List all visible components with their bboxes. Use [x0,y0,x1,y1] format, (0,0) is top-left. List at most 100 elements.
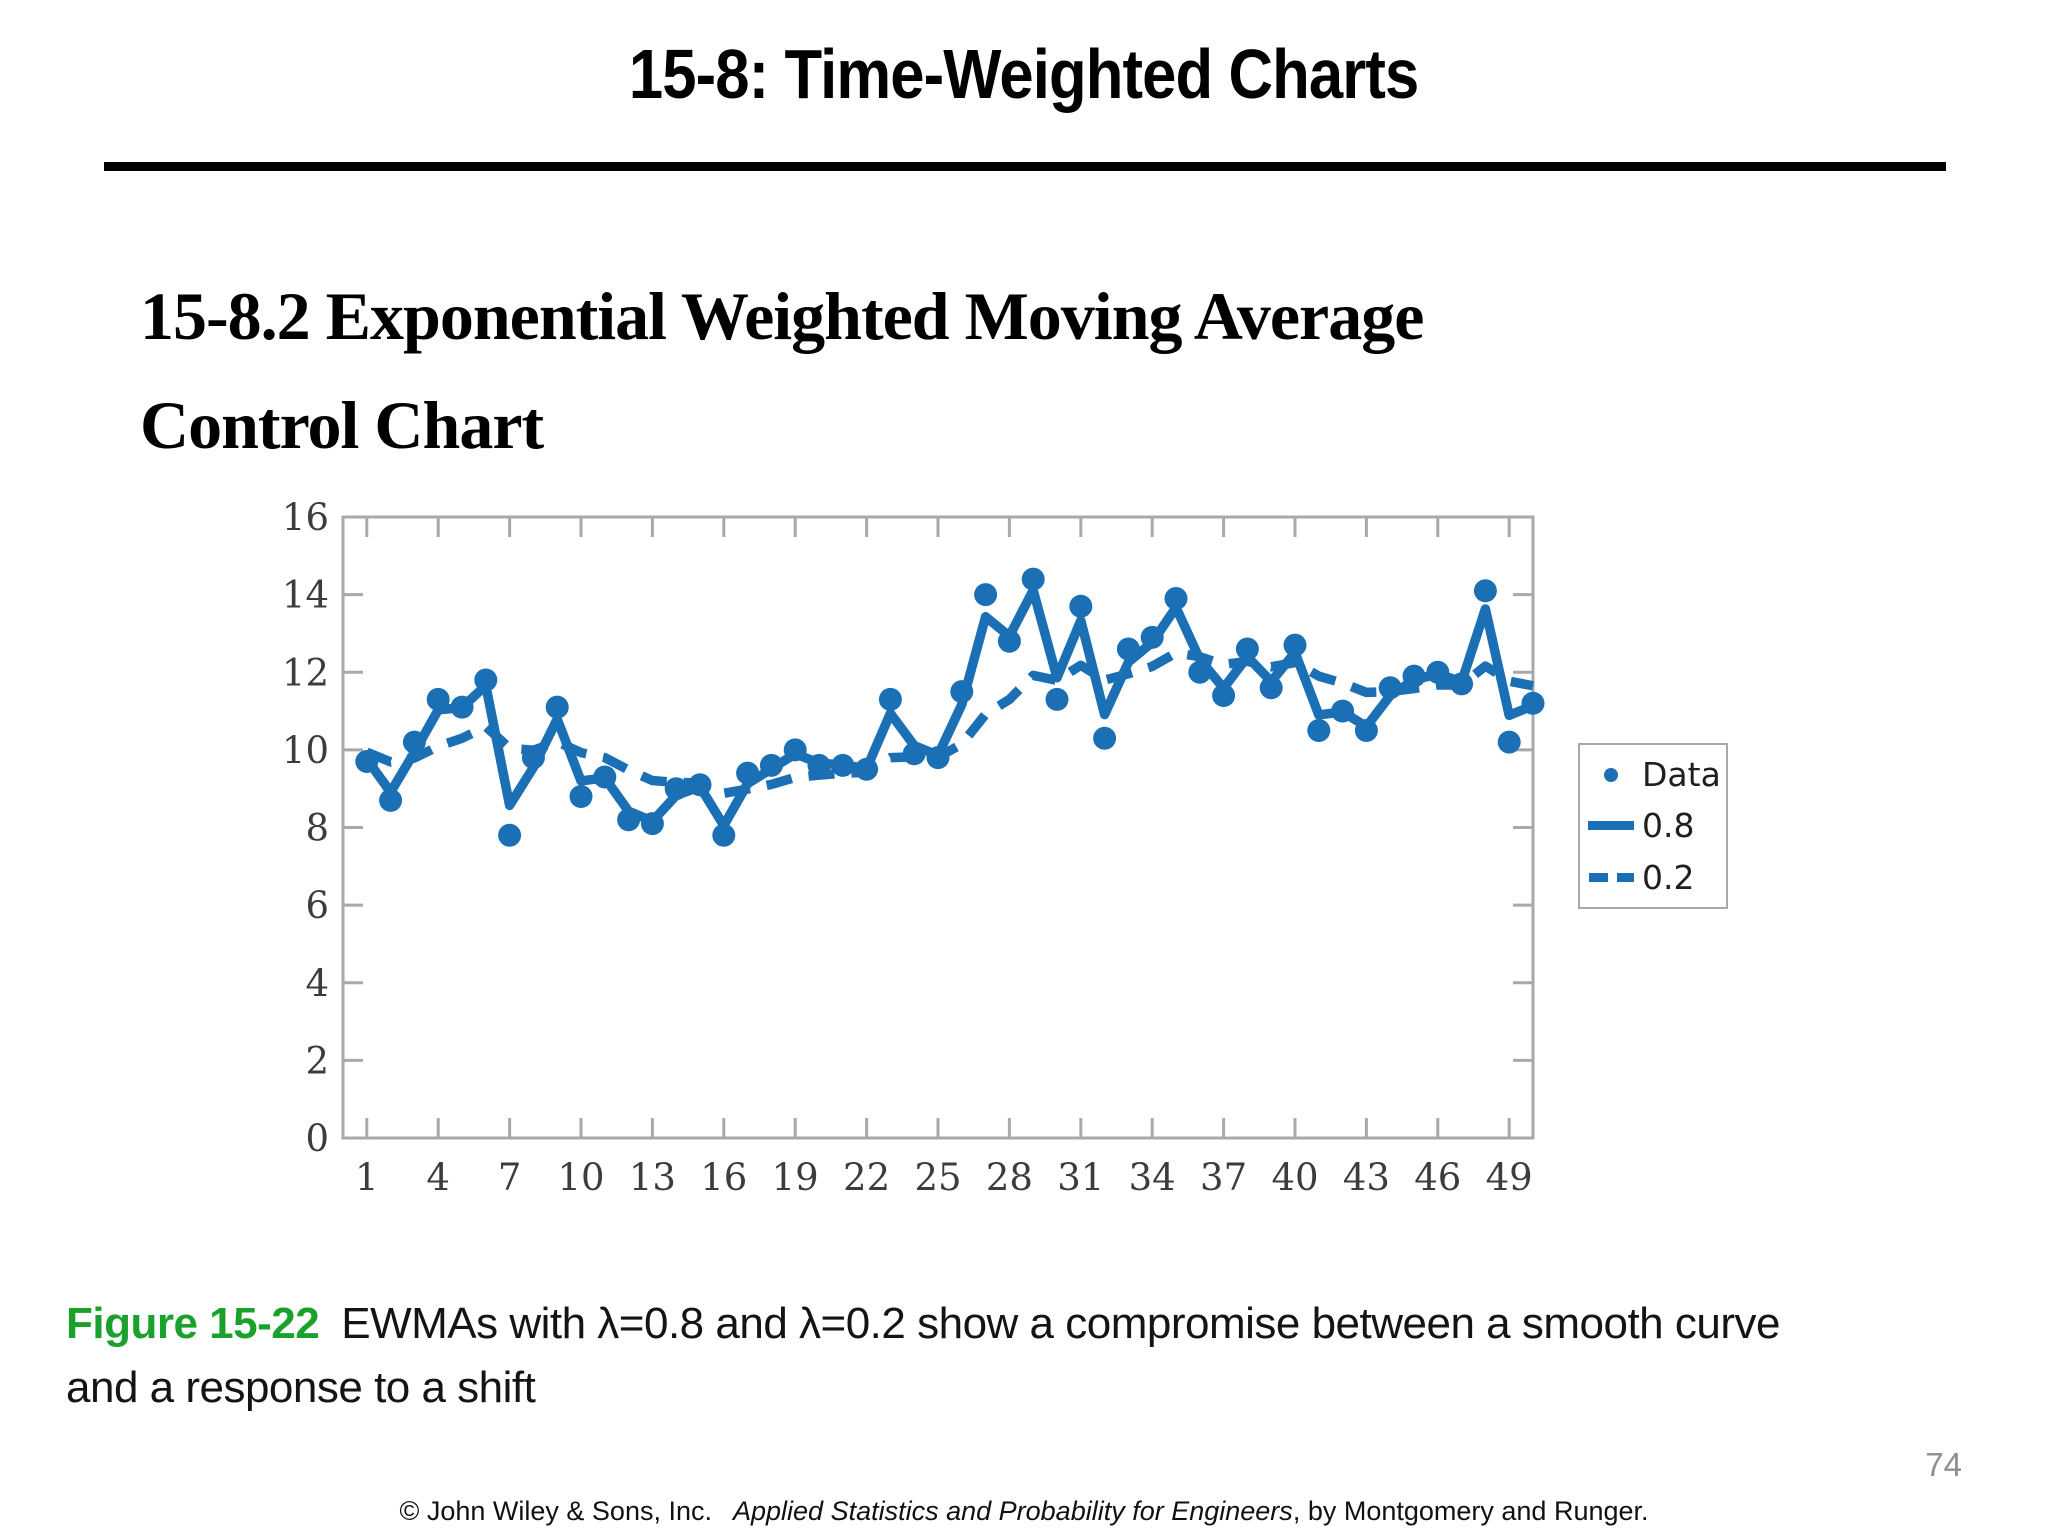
data-point [355,750,379,774]
data-point [545,695,569,719]
x-tick-label: 49 [1486,1156,1533,1199]
x-tick-label: 7 [498,1156,522,1199]
data-point [783,738,807,762]
data-point [1045,687,1069,711]
data-point [736,761,760,785]
solid-line-icon [1588,821,1634,831]
chart-legend: Data 0.8 0.2 [1578,743,1728,909]
data-point [878,687,902,711]
data-point [1307,718,1331,742]
figure-caption-text-line2: and a response to a shift [66,1362,536,1412]
data-point [974,583,998,607]
data-point [1235,637,1259,661]
data-point [807,753,831,777]
data-point [1164,587,1188,611]
data-point [1259,676,1283,700]
slide-title: 15-8: Time-Weighted Charts [629,35,1419,113]
data-point [1021,567,1045,591]
title-divider [104,162,1946,171]
legend-entry-02: 0.2 [1580,853,1726,901]
x-tick-label: 13 [629,1156,676,1199]
data-point [1212,684,1236,708]
section-heading: 15-8.2 Exponential Weighted Moving Avera… [140,262,1840,480]
y-tick-label: 10 [282,729,329,772]
data-point [664,777,688,801]
data-dot-icon [1604,767,1618,782]
x-tick-label: 19 [772,1156,819,1199]
figure-caption-text-line1: EWMAs with λ=0.8 and λ=0.2 show a compro… [341,1299,1780,1348]
data-point [997,629,1021,653]
data-point [640,812,664,836]
data-point [402,730,426,754]
data-point [498,823,522,847]
x-tick-label: 16 [700,1156,747,1199]
x-tick-label: 37 [1200,1156,1247,1199]
y-tick-label: 6 [305,884,329,927]
data-point [1402,664,1426,688]
data-point [688,773,712,797]
y-tick-label: 14 [282,574,329,617]
data-point [1331,699,1355,723]
slide-header: 15-8: Time-Weighted Charts [0,34,2048,114]
data-point [712,823,736,847]
x-tick-label: 43 [1343,1156,1390,1199]
dashed-line-swatch [1580,872,1642,882]
footer-book-title: Applied Statistics and Probability for E… [733,1496,1293,1526]
data-point [1093,726,1117,750]
data-point [926,746,950,770]
data-point [1473,579,1497,603]
data-point [831,753,855,777]
y-tick-label: 8 [305,807,329,850]
legend-label: 0.8 [1642,806,1695,846]
data-point [379,788,403,812]
data-point [474,668,498,692]
section-heading-line2: Control Chart [140,386,544,463]
data-point [1140,625,1164,649]
data-point [902,742,926,766]
x-tick-label: 34 [1129,1156,1176,1199]
x-tick-label: 1 [355,1156,379,1199]
legend-label: Data [1642,755,1721,795]
x-tick-label: 31 [1057,1156,1104,1199]
legend-label: 0.2 [1642,857,1695,897]
footer-prefix: © John Wiley & Sons, Inc. [399,1496,733,1526]
legend-entry-data: Data [1580,751,1726,799]
ewma-line-08 [362,585,1535,831]
footer-suffix: , by Montgomery and Runger. [1292,1496,1649,1526]
data-point [1283,633,1307,657]
data-point [1354,718,1378,742]
x-tick-label: 10 [557,1156,604,1199]
data-point [759,753,783,777]
data-point [450,695,474,719]
data-point [1378,676,1402,700]
x-tick-label: 22 [843,1156,890,1199]
x-tick-label: 46 [1414,1156,1461,1199]
data-point [855,757,879,781]
dashed-line-icon [1588,872,1634,882]
x-tick-label: 25 [914,1156,961,1199]
data-point [569,784,593,808]
legend-entry-08: 0.8 [1580,802,1726,850]
section-heading-line1: 15-8.2 Exponential Weighted Moving Avera… [140,278,1424,354]
y-tick-label: 16 [282,496,329,539]
data-point [593,765,617,789]
plot-frame [341,515,1535,1140]
x-tick-label: 40 [1271,1156,1318,1199]
data-point [521,746,545,770]
y-tick-label: 4 [305,962,329,1005]
x-tick-label: 4 [426,1156,450,1199]
y-tick-label: 0 [305,1117,329,1160]
data-point [1116,637,1140,661]
data-point [950,680,974,704]
data-point [1426,660,1450,684]
y-tick-label: 12 [282,651,329,694]
x-tick-label: 28 [986,1156,1033,1199]
y-tick-label: 2 [305,1039,329,1082]
data-point [1188,660,1212,684]
solid-line-swatch [1580,821,1642,831]
figure-caption: Figure 15-22 EWMAs with λ=0.8 and λ=0.2 s… [66,1292,1996,1420]
data-point [1497,730,1521,754]
copyright-footer: © John Wiley & Sons, Inc. Applied Statis… [0,1496,2048,1527]
page-number: 74 [1925,1446,1962,1483]
